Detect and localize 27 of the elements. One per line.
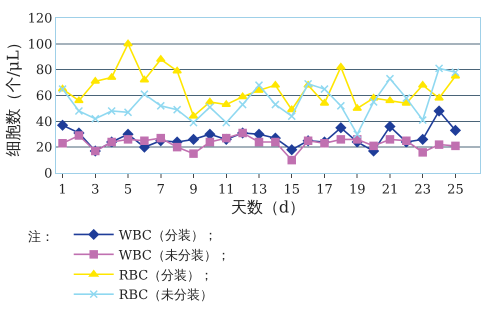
legend-label: WBC（未分装）；	[118, 248, 230, 264]
y-tick-label: 100	[28, 37, 52, 52]
y-tick-label: 80	[36, 63, 52, 78]
y-tick-label: 20	[36, 140, 52, 156]
x-tick-label: 9	[189, 182, 198, 198]
y-tick-label: 120	[28, 12, 52, 27]
x-tick-label: 21	[382, 182, 398, 198]
x-tick-label: 25	[447, 182, 464, 198]
x-tick-label: 23	[414, 182, 431, 198]
x-tick-label: 1	[58, 182, 67, 198]
x-tick-label: 19	[348, 182, 366, 198]
legend-label: RBC（分装）；	[118, 268, 214, 284]
x-axis-title: 天数（d）	[230, 198, 306, 217]
legend-label: WBC（分装）；	[118, 228, 217, 244]
x-tick-label: 17	[316, 182, 333, 198]
y-axis-title: 细胞数（个/μL）	[3, 34, 22, 157]
y-tick-label: 0	[44, 166, 52, 182]
x-tick-label: 13	[250, 182, 268, 198]
text: 注：	[28, 230, 54, 245]
y-tick-label: 40	[36, 114, 52, 130]
x-tick-label: 11	[218, 182, 235, 198]
x-tick-label: 5	[124, 182, 132, 198]
x-tick-label: 15	[283, 182, 300, 198]
x-tick-label: 3	[91, 182, 100, 198]
legend-label: RBC（未分装）	[118, 288, 214, 304]
x-tick-label: 7	[156, 182, 165, 198]
y-tick-label: 60	[36, 89, 52, 104]
